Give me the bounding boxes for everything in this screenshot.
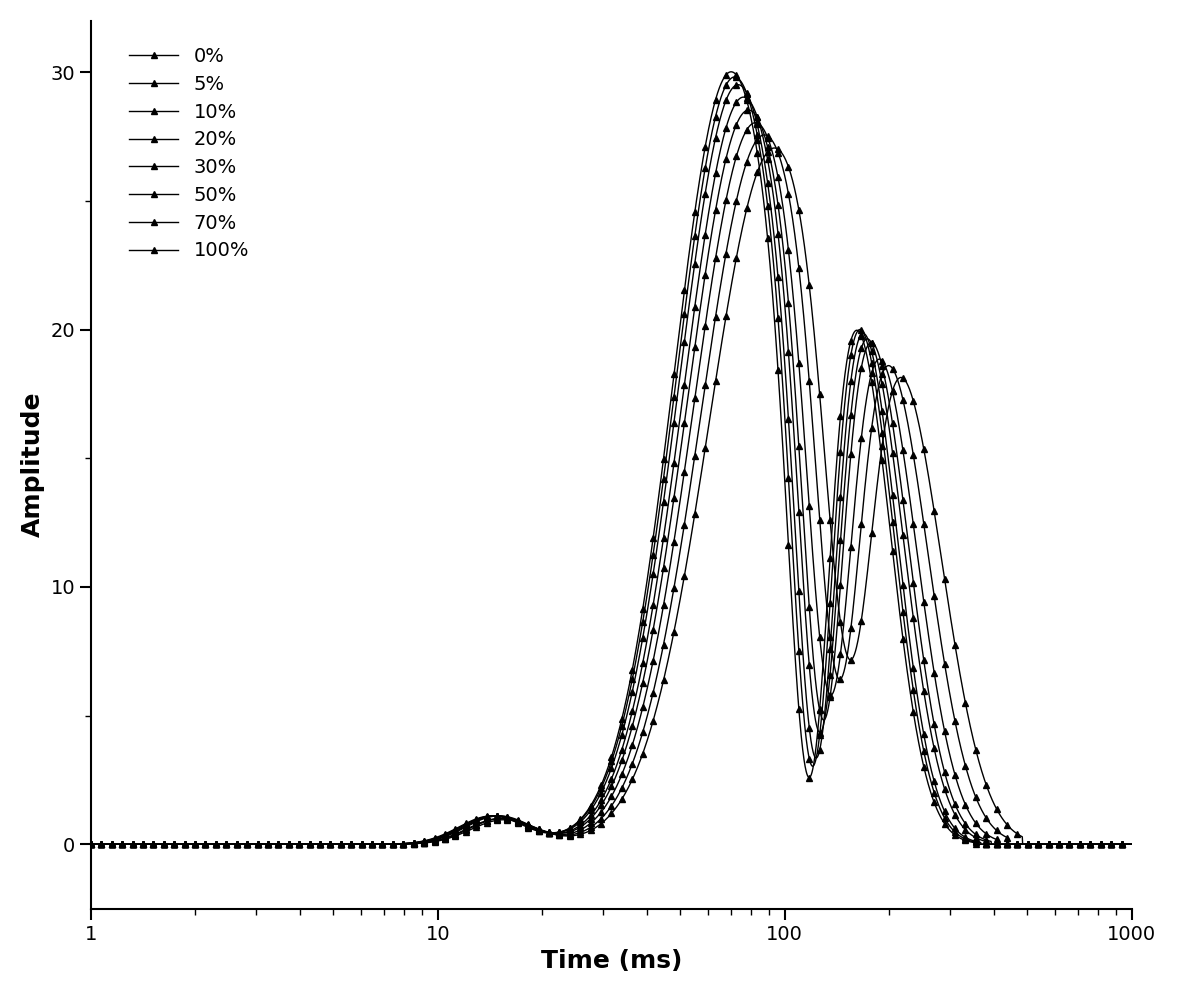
70% [992,827,1006,839]
50% [749,116,763,128]
30% [992,838,1006,850]
50% [265,838,279,850]
Line: 10%: 10% [88,82,1135,847]
10% [483,810,497,822]
5% [528,823,543,835]
70% [265,838,279,850]
Line: 5%: 5% [88,75,1135,847]
70% [202,838,217,850]
0% [483,810,497,822]
30% [265,838,279,850]
10% [528,823,543,835]
0% [1124,838,1138,850]
70% [758,129,772,141]
Legend: 0%, 5%, 10%, 20%, 30%, 50%, 70%, 100%: 0%, 5%, 10%, 20%, 30%, 50%, 70%, 100% [121,40,257,268]
30% [483,811,497,823]
50% [992,838,1006,850]
5% [1124,838,1138,850]
20% [1124,838,1138,850]
Line: 70%: 70% [88,132,1135,847]
30% [1104,838,1118,850]
0% [528,824,543,836]
70% [528,822,543,834]
20% [737,91,751,103]
20% [483,810,497,822]
10% [265,838,279,850]
5% [265,838,279,850]
0% [724,66,738,78]
50% [202,838,217,850]
70% [84,838,98,850]
Line: 30%: 30% [88,107,1135,847]
30% [742,104,756,116]
20% [528,822,543,834]
Y-axis label: Amplitude: Amplitude [21,392,45,538]
70% [1124,838,1138,850]
10% [992,838,1006,850]
X-axis label: Time (ms): Time (ms) [540,949,681,973]
5% [727,71,742,83]
100% [84,838,98,850]
100% [1124,838,1138,850]
Line: 50%: 50% [88,120,1135,847]
100% [767,142,782,154]
20% [202,838,217,850]
50% [528,822,543,834]
50% [1124,838,1138,850]
0% [992,838,1006,850]
30% [202,838,217,850]
100% [202,838,217,850]
70% [483,814,497,826]
5% [202,838,217,850]
0% [1104,838,1118,850]
30% [1124,838,1138,850]
30% [84,838,98,850]
5% [84,838,98,850]
50% [84,838,98,850]
5% [483,810,497,822]
10% [731,79,745,90]
10% [84,838,98,850]
20% [265,838,279,850]
5% [992,838,1006,850]
Line: 100%: 100% [88,145,1135,847]
100% [265,838,279,850]
50% [1104,838,1118,850]
100% [528,822,543,834]
30% [528,821,543,833]
100% [992,808,1006,820]
50% [483,814,497,826]
Line: 20%: 20% [88,94,1135,847]
0% [202,838,217,850]
10% [1104,838,1118,850]
20% [1104,838,1118,850]
70% [1104,838,1118,850]
5% [1104,838,1118,850]
0% [265,838,279,850]
20% [992,838,1006,850]
10% [202,838,217,850]
10% [1124,838,1138,850]
Line: 0%: 0% [88,69,1135,847]
20% [84,838,98,850]
0% [84,838,98,850]
100% [1104,838,1118,850]
100% [483,816,497,828]
